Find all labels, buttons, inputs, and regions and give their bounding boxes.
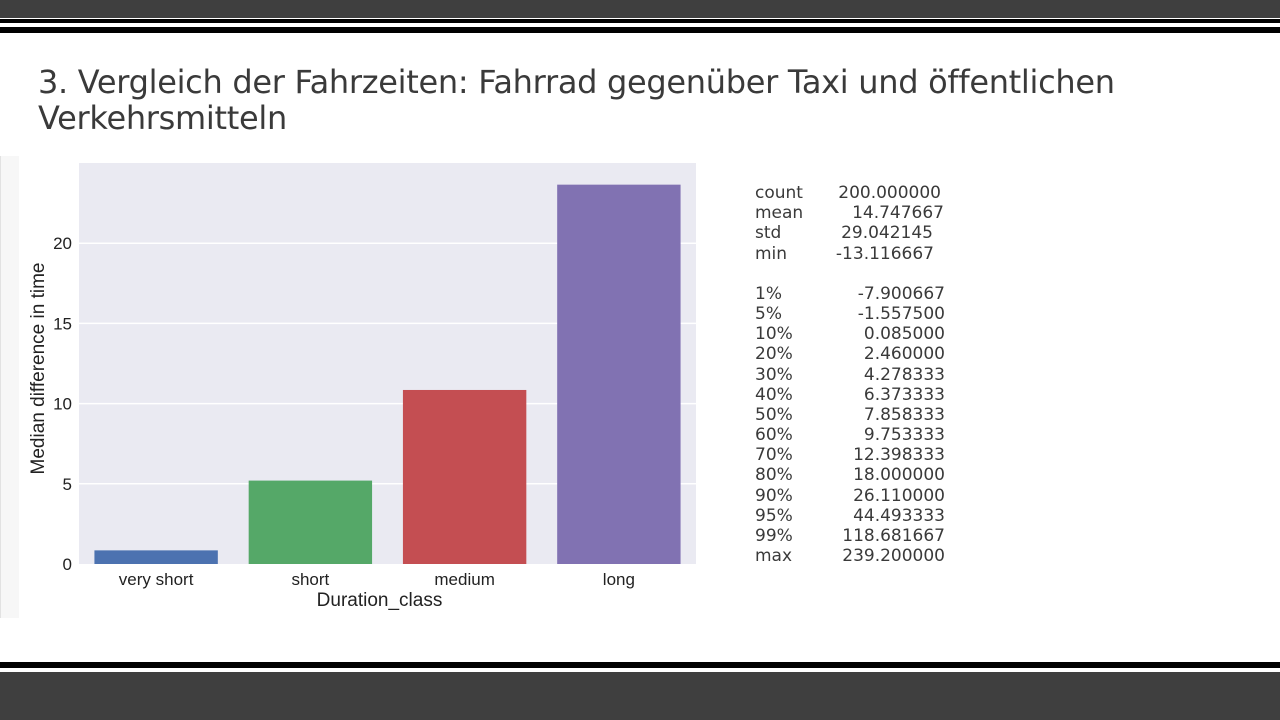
stats-row: 20% 2.460000 [755,344,1015,364]
bars [94,184,681,564]
top-chrome-band [0,0,1280,18]
stats-row: 95% 44.493333 [755,506,1015,526]
y-tick-label: 15 [53,314,72,333]
stats-row: 80% 18.000000 [755,465,1015,485]
stat-label: 5% [755,303,782,324]
bar-long [557,184,681,564]
stats-row: count 200.000000 [755,183,1015,203]
stat-value: -13.116667 [835,243,934,264]
stats-row: 10% 0.085000 [755,324,1015,344]
stat-label: min [755,243,788,264]
y-tick-label: 10 [53,395,72,414]
bar-short [248,480,373,564]
stat-label: 60% [755,425,793,446]
stat-label: 50% [755,404,793,425]
stats-row: 50% 7.858333 [755,405,1015,425]
bottom-rule-thick [0,662,1280,668]
stat-label: std [755,223,782,244]
stat-value: 0.085000 [863,324,945,345]
stat-label: 95% [755,505,793,526]
stat-label: count [755,183,803,203]
x-tick-labels: very short short medium long [119,570,635,589]
x-axis-label: Duration_class [317,590,443,611]
stat-label: 10% [755,324,793,345]
bar-chart: 0 5 10 15 20 very short short medium long Durat… [28,163,696,611]
stat-value: 239.200000 [842,546,945,567]
stat-label: 1% [755,283,782,304]
y-tick-label: 20 [53,234,72,253]
stat-value: 2.460000 [863,344,945,365]
stats-row: 30% 4.278333 [755,365,1015,385]
stats-row: mean 14.747667 [755,203,1015,223]
slide-title: 3. Vergleich der Fahrzeiten: Fahrrad geg… [38,63,1115,137]
top-rule-thin [0,19,1280,23]
stats-row: 1% -7.900667 [755,284,1015,304]
stat-label: 80% [755,465,793,486]
stat-value: -1.557500 [857,303,945,324]
stat-value: 14.747667 [852,203,944,224]
stat-value: 9.753333 [863,425,945,446]
stat-label: 30% [755,364,793,385]
stat-value: 18.000000 [853,465,945,486]
x-tick-label: short [291,570,329,589]
stat-label: 20% [755,344,793,365]
stat-value: 7.858333 [863,404,945,425]
x-tick-label: very short [119,570,194,589]
stats-row: 99% 118.681667 [755,526,1015,546]
stat-value: 4.278333 [863,364,945,385]
stat-label: mean [755,203,804,224]
stat-label: max [755,546,793,567]
y-tick-label: 5 [63,475,72,494]
y-axis-label: Median difference in time [28,263,49,475]
stats-spacer [755,264,1015,284]
stat-value: 26.110000 [853,485,945,506]
x-tick-label: long [603,570,635,589]
stats-row: 60% 9.753333 [755,425,1015,445]
x-tick-label: medium [434,570,494,589]
describe-statistics-table: count 200.000000 mean 14.747667 std 29.042145… [755,183,1015,566]
stats-row: 90% 26.110000 [755,486,1015,506]
y-tick-labels: 0 5 10 15 20 [53,234,72,574]
bottom-chrome-band [0,672,1280,720]
stat-label: 90% [755,485,793,506]
stats-row: max 239.200000 [755,546,1015,566]
stats-row: 5% -1.557500 [755,304,1015,324]
stat-value: 44.493333 [853,505,945,526]
stat-value: 118.681667 [842,526,945,546]
y-tick-label: 0 [63,555,72,574]
top-rule-thick [0,27,1280,33]
bar-very-short [94,550,218,564]
stat-value: 200.000000 [838,183,941,203]
stats-row: std 29.042145 [755,223,1015,243]
stat-value: -7.900667 [857,283,945,304]
stats-row: min -13.116667 [755,244,1015,264]
stat-label: 70% [755,445,793,466]
stats-row: 40% 6.373333 [755,385,1015,405]
stat-value: 6.373333 [863,384,945,405]
bar-medium [402,389,527,564]
stat-label: 99% [755,526,793,546]
stat-value: 29.042145 [841,223,933,244]
stat-value: 12.398333 [853,445,945,466]
stats-row: 70% 12.398333 [755,445,1015,465]
stat-label: 40% [755,384,793,405]
